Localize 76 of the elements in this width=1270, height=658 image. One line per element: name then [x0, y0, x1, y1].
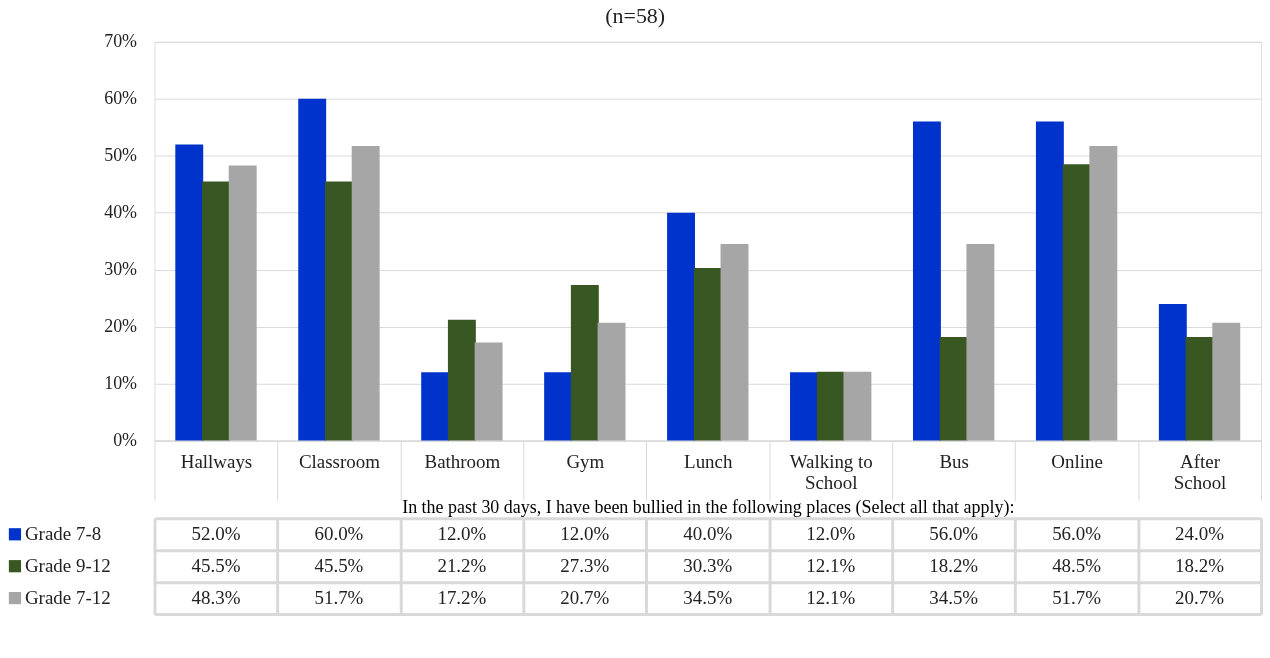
legend-label: Grade 7-12	[24, 587, 111, 609]
bar	[843, 371, 872, 441]
data-label: 12.1%	[806, 587, 856, 609]
bar	[202, 181, 230, 441]
data-label: 56.0%	[929, 523, 979, 545]
data-label: 12.1%	[806, 555, 856, 577]
data-label: 30.3%	[683, 555, 733, 577]
bar	[175, 144, 204, 441]
x-tick-label: Bathroom	[424, 451, 501, 472]
data-label: 51.7%	[1052, 587, 1102, 609]
data-label: 52.0%	[191, 523, 241, 545]
data-label: 24.0%	[1175, 523, 1225, 545]
data-label: 12.0%	[806, 523, 856, 545]
bar	[667, 212, 695, 441]
bar	[720, 244, 749, 441]
bar	[816, 371, 845, 441]
data-label: 48.3%	[191, 587, 241, 609]
data-label: 48.5%	[1052, 555, 1102, 577]
bar	[912, 121, 941, 441]
x-tick-label: Gym	[566, 451, 605, 472]
bar	[597, 322, 626, 441]
x-tick-label: Lunch	[684, 451, 733, 472]
data-label: 60.0%	[314, 523, 364, 545]
y-tick-label: 70%	[104, 31, 138, 52]
bar	[228, 165, 257, 441]
bar	[790, 372, 818, 441]
x-tick-label: Bus	[939, 451, 969, 472]
data-label: 20.7%	[560, 587, 610, 609]
data-label: 12.0%	[560, 523, 610, 545]
y-tick-label: 40%	[104, 202, 138, 223]
bar	[351, 146, 380, 441]
data-label: 18.2%	[929, 555, 979, 577]
y-tick-label: 30%	[104, 259, 138, 280]
chart-title: (n=58)	[605, 3, 666, 29]
x-tick-label: Hallways	[180, 451, 253, 472]
data-label: 40.0%	[683, 523, 733, 545]
bar	[447, 319, 476, 441]
bar	[939, 336, 968, 441]
x-tick-label: Classroom	[298, 451, 381, 472]
legend-label: Grade 7-8	[24, 523, 102, 545]
bar	[693, 267, 722, 441]
data-label: 45.5%	[191, 555, 241, 577]
data-label: 34.5%	[683, 587, 733, 609]
bar	[1035, 121, 1064, 441]
data-label: 56.0%	[1052, 523, 1102, 545]
bar	[570, 285, 599, 441]
y-tick-label: 60%	[104, 88, 138, 109]
data-label: 12.0%	[437, 523, 487, 545]
bar	[298, 98, 327, 441]
bar	[966, 244, 995, 441]
data-label: 51.7%	[314, 587, 364, 609]
x-tick-label: Online	[1051, 451, 1103, 472]
data-label: 34.5%	[929, 587, 979, 609]
data-label: 20.7%	[1175, 587, 1225, 609]
bar	[474, 342, 503, 441]
bar	[1158, 303, 1187, 441]
y-tick-label: 20%	[104, 316, 138, 337]
bar	[544, 372, 573, 441]
x-tick-label: Walking to School	[789, 451, 873, 493]
bar	[1089, 146, 1118, 441]
data-label: 27.3%	[560, 555, 610, 577]
bar	[1185, 336, 1214, 441]
x-axis-title: In the past 30 days, I have been bullied in the following places (Select all that apply):	[402, 497, 1015, 519]
bar	[421, 372, 450, 441]
data-label: 17.2%	[437, 587, 487, 609]
y-tick-label: 10%	[104, 373, 138, 394]
bar	[324, 181, 353, 441]
data-label: 18.2%	[1175, 555, 1225, 577]
x-tick-label: After School	[1173, 451, 1227, 493]
bar	[1212, 322, 1241, 441]
legend-label: Grade 9-12	[24, 555, 111, 577]
y-tick-label: 0%	[113, 430, 138, 451]
y-tick-label: 50%	[104, 145, 138, 166]
bar	[1062, 164, 1091, 441]
data-label: 21.2%	[437, 555, 487, 577]
data-label: 45.5%	[314, 555, 364, 577]
